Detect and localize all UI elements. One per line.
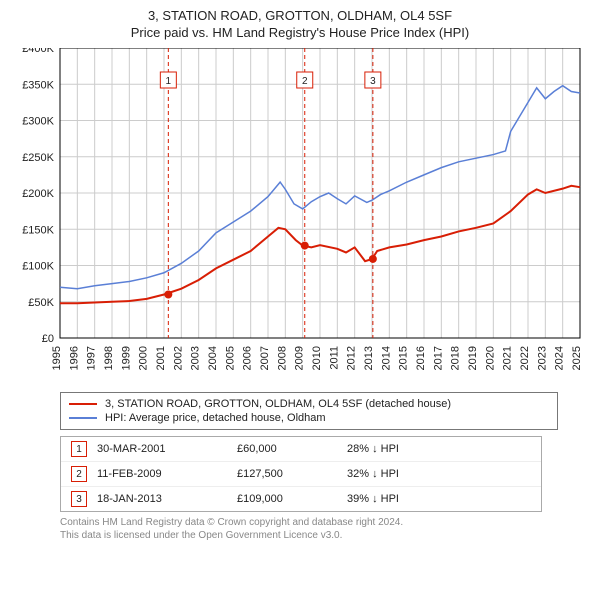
chart-svg: £0 £50K £100K £150K £200K £250K £300K £350K £400…	[10, 48, 590, 388]
y-tick-label: £400K	[22, 48, 54, 55]
event-price: £109,000	[237, 493, 347, 505]
event-row: 1 30-MAR-2001£60,00028% ↓ HPI	[61, 437, 541, 461]
x-tick-label: 2014	[380, 346, 392, 370]
footer-line-1: Contains HM Land Registry data © Crown c…	[60, 516, 560, 529]
event-marker-number: 1	[166, 76, 172, 87]
y-tick-label: £200K	[22, 188, 54, 200]
y-tick-label: £50K	[28, 297, 54, 309]
legend-box: 3, STATION ROAD, GROTTON, OLDHAM, OL4 5S…	[60, 392, 558, 430]
x-tick-label: 1998	[103, 346, 115, 370]
y-tick-label: £300K	[22, 116, 54, 128]
chart-title-subtitle: Price paid vs. HM Land Registry's House …	[10, 25, 590, 40]
x-tick-label: 2019	[467, 346, 479, 370]
x-tick-label: 2022	[519, 346, 531, 370]
page-container: 3, STATION ROAD, GROTTON, OLDHAM, OL4 5S…	[0, 0, 600, 590]
y-tick-label: £350K	[22, 79, 54, 91]
event-number-box: 1	[71, 441, 87, 457]
x-tick-label: 2024	[554, 346, 566, 370]
x-tick-label: 2015	[398, 346, 410, 370]
legend-label: HPI: Average price, detached house, Oldh…	[105, 412, 326, 424]
x-tick-label: 2025	[571, 346, 583, 370]
legend-swatch	[69, 417, 97, 419]
event-date: 30-MAR-2001	[97, 443, 237, 455]
x-tick-label: 2003	[190, 346, 202, 370]
chart-title-address: 3, STATION ROAD, GROTTON, OLDHAM, OL4 5S…	[10, 8, 590, 23]
x-tick-label: 2001	[155, 346, 167, 370]
x-tick-label: 2009	[294, 346, 306, 370]
event-date: 11-FEB-2009	[97, 468, 237, 480]
x-tick-label: 2017	[432, 346, 444, 370]
event-price: £127,500	[237, 468, 347, 480]
y-tick-label: £250K	[22, 152, 54, 164]
chart-area: £0 £50K £100K £150K £200K £250K £300K £350K £400…	[10, 48, 590, 388]
x-tick-label: 2018	[450, 346, 462, 370]
event-table: 1 30-MAR-2001£60,00028% ↓ HPI 2 11-FEB-2009…	[60, 436, 542, 512]
legend-row: 3, STATION ROAD, GROTTON, OLDHAM, OL4 5S…	[69, 397, 549, 411]
event-diff: 28% ↓ HPI	[347, 443, 541, 455]
footer-line-2: This data is licensed under the Open Gov…	[60, 529, 560, 542]
y-tick-label: £100K	[22, 261, 54, 273]
event-marker-number: 3	[370, 76, 376, 87]
legend-label: 3, STATION ROAD, GROTTON, OLDHAM, OL4 5S…	[105, 398, 451, 410]
x-tick-label: 2012	[346, 346, 358, 370]
event-marker-number: 2	[302, 76, 308, 87]
x-tick-label: 2007	[259, 346, 271, 370]
event-date: 18-JAN-2013	[97, 493, 237, 505]
x-tick-label: 2000	[138, 346, 150, 370]
x-tick-label: 2004	[207, 346, 219, 370]
x-tick-label: 2010	[311, 346, 323, 370]
chart-title-block: 3, STATION ROAD, GROTTON, OLDHAM, OL4 5S…	[10, 8, 590, 40]
x-tick-label: 1997	[86, 346, 98, 370]
event-diff: 39% ↓ HPI	[347, 493, 541, 505]
x-tick-label: 1996	[68, 346, 80, 370]
x-tick-label: 2011	[328, 346, 340, 370]
x-tick-label: 1999	[120, 346, 132, 370]
legend-swatch	[69, 403, 97, 405]
event-row: 3 18-JAN-2013£109,00039% ↓ HPI	[61, 486, 541, 511]
event-number-box: 2	[71, 466, 87, 482]
x-tick-label: 1995	[51, 346, 63, 370]
x-tick-label: 2005	[224, 346, 236, 370]
footer-note: Contains HM Land Registry data © Crown c…	[60, 516, 560, 542]
x-tick-label: 2021	[502, 346, 514, 370]
event-number-box: 3	[71, 491, 87, 507]
x-tick-label: 2020	[484, 346, 496, 370]
event-diff: 32% ↓ HPI	[347, 468, 541, 480]
y-tick-label: £150K	[22, 224, 54, 236]
x-tick-label: 2016	[415, 346, 427, 370]
event-price: £60,000	[237, 443, 347, 455]
x-tick-label: 2023	[536, 346, 548, 370]
x-tick-label: 2006	[242, 346, 254, 370]
y-tick-label: £0	[42, 333, 54, 345]
legend-row: HPI: Average price, detached house, Oldh…	[69, 411, 549, 425]
x-tick-label: 2002	[172, 346, 184, 370]
event-row: 2 11-FEB-2009£127,50032% ↓ HPI	[61, 461, 541, 486]
x-tick-label: 2008	[276, 346, 288, 370]
x-tick-label: 2013	[363, 346, 375, 370]
